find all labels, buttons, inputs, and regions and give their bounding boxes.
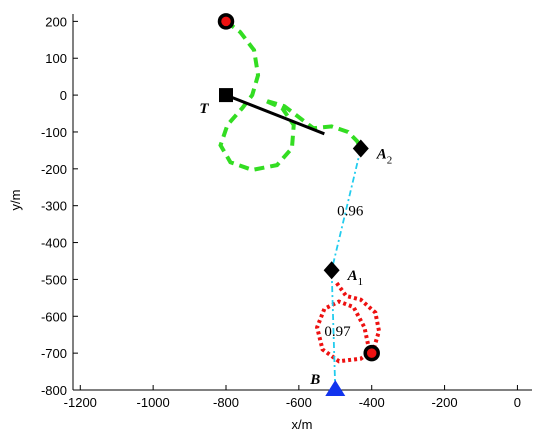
x-tick-label: -1200 <box>64 395 97 410</box>
node-marker <box>323 261 340 280</box>
marker-label-text: B <box>309 372 320 388</box>
y-tick-label: -600 <box>41 309 67 324</box>
x-tick-label: -400 <box>359 395 385 410</box>
x-tick-label: -600 <box>286 395 312 410</box>
x-axis-label: x/m <box>292 417 313 432</box>
marker-label: A1 <box>347 268 364 288</box>
marker-label: B <box>309 372 320 388</box>
y-tick-label: -700 <box>41 346 67 361</box>
start-marker <box>217 13 235 30</box>
marker-label-text: A <box>376 147 387 163</box>
x-tick-label: 0 <box>514 395 521 410</box>
trajectory-line <box>314 281 382 364</box>
link-label: 0.97 <box>324 324 351 340</box>
marker-label-sub: 2 <box>387 155 393 167</box>
marker-label: T <box>199 101 209 117</box>
x-tick-label: -1000 <box>137 395 170 410</box>
marker-label-text: A <box>347 268 358 284</box>
trajectory-line <box>225 93 325 136</box>
y-tick-label: -400 <box>41 236 67 251</box>
y-axis-label: y/m <box>8 190 23 211</box>
x-tick-label: -200 <box>432 395 458 410</box>
marker-label-text: T <box>199 101 209 117</box>
node-marker <box>352 139 369 158</box>
start-marker <box>363 344 380 362</box>
link-label: 0.96 <box>337 203 364 219</box>
y-tick-label: 0 <box>60 88 67 103</box>
y-tick-label: -800 <box>41 383 67 398</box>
trajectory-line <box>218 19 363 172</box>
y-tick-label: 200 <box>45 14 67 29</box>
y-tick-label: 100 <box>45 51 67 66</box>
y-tick-label: -500 <box>41 272 67 287</box>
target-marker <box>219 88 233 103</box>
base-marker <box>325 380 346 396</box>
marker-label: A2 <box>376 147 393 167</box>
y-tick-label: -100 <box>41 125 67 140</box>
y-tick-label: -300 <box>41 199 67 214</box>
x-tick-label: -800 <box>213 395 239 410</box>
marker-label-sub: 1 <box>358 276 364 288</box>
y-tick-label: -200 <box>41 162 67 177</box>
